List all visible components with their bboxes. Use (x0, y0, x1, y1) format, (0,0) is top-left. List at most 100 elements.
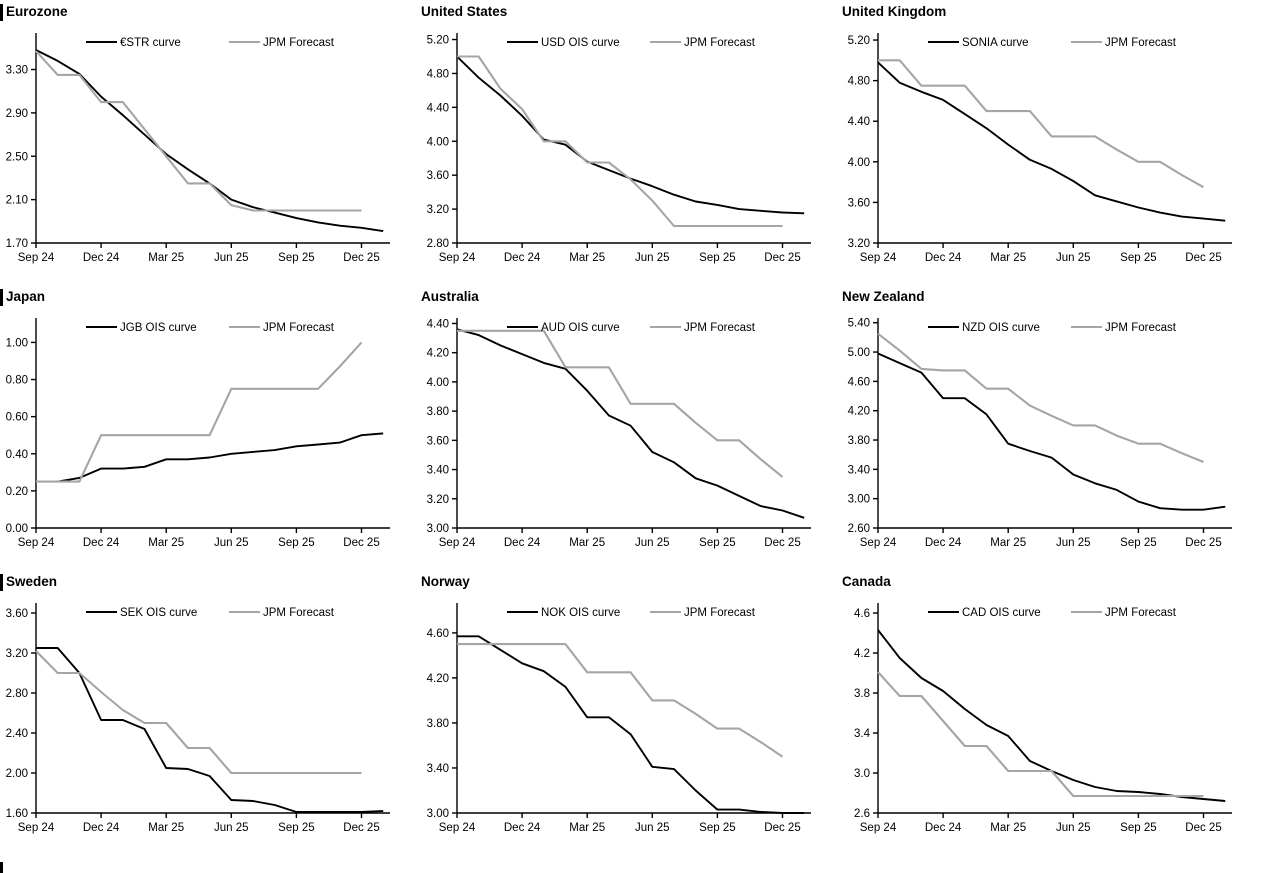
series-line-forecast (35, 650, 362, 775)
y-axis-tick-label: 2.80 (6, 688, 28, 700)
chart-title: Japan (6, 289, 46, 304)
y-axis-tick-label: 0.00 (6, 523, 28, 535)
x-axis-tick-label: Sep 25 (1120, 252, 1156, 264)
legend-label-curve: €STR curve (120, 37, 181, 49)
x-axis-tick-label: Jun 25 (214, 252, 249, 264)
y-axis-tick-label: 4.20 (848, 406, 870, 418)
y-axis-tick-label: 4.6 (854, 608, 870, 620)
series-line-forecast (457, 55, 783, 228)
y-axis-tick-label: 0.80 (6, 375, 28, 387)
chart-title: Eurozone (6, 4, 68, 19)
series-line-forecast (35, 50, 362, 212)
y-axis-tick-label: 1.60 (6, 808, 28, 820)
legend-label-curve: JGB OIS curve (120, 322, 197, 334)
chart-cell-united-states: United States 2.80 3.20 3.60 4.00 4.40 4.80 5.… (421, 0, 842, 285)
x-axis-tick-label: Dec 24 (504, 537, 541, 549)
chart-title-row: New Zealand (842, 285, 1264, 307)
legend-label-curve: NOK OIS curve (541, 607, 620, 619)
chart-cell-japan: Japan 0.00 0.20 0.40 0.60 0.80 1.00 Sep 24 Dec … (0, 285, 421, 570)
legend-label-curve: SEK OIS curve (120, 607, 197, 619)
section-bar (0, 288, 3, 306)
x-axis-tick-label: Jun 25 (1056, 537, 1091, 549)
legend-label-forecast: JPM Forecast (684, 322, 756, 334)
chart-canvas-canada: 2.6 3.0 3.4 3.8 4.2 4.6 Sep 24 Dec 24 Mar 25 Jun … (854, 603, 1232, 834)
x-axis-tick-label: Sep 24 (18, 537, 55, 549)
legend-label-curve: CAD OIS curve (962, 607, 1041, 619)
y-axis-tick-label: 5.00 (848, 347, 870, 359)
section-bar-partial (0, 862, 3, 873)
series-line-curve (457, 635, 805, 814)
legend-label-curve: NZD OIS curve (962, 322, 1040, 334)
legend-label-forecast: JPM Forecast (684, 37, 756, 49)
y-axis-tick-label: 2.80 (427, 238, 449, 250)
x-axis-tick-label: Jun 25 (214, 537, 249, 549)
legend-label-forecast: JPM Forecast (263, 37, 335, 49)
chart-canvas-eurozone: 1.70 2.10 2.50 2.90 3.30 Sep 24 Dec 24 Mar 25 Ju… (6, 33, 390, 264)
y-axis-tick-label: 3.20 (6, 648, 28, 660)
y-axis-tick-label: 3.80 (848, 435, 870, 447)
y-axis-tick-label: 3.30 (6, 65, 28, 77)
chart-canvas-australia: 3.00 3.20 3.40 3.60 3.80 4.00 4.20 4.40 Sep 24 De… (427, 318, 811, 549)
y-axis-tick-label: 3.00 (848, 494, 870, 506)
series-line-forecast (877, 332, 1204, 463)
series-line-curve (456, 328, 805, 519)
section-bar (0, 3, 3, 21)
y-axis-tick-label: 4.60 (427, 628, 449, 640)
chart-cell-sweden: Sweden 1.60 2.00 2.40 2.80 3.20 3.60 Sep 24 Dec… (0, 570, 421, 858)
x-axis-tick-label: Sep 24 (860, 252, 897, 264)
legend-label-forecast: JPM Forecast (684, 607, 756, 619)
x-axis-tick-label: Sep 24 (439, 252, 476, 264)
y-axis-tick-label: 3.80 (427, 406, 449, 418)
x-axis-tick-label: Mar 25 (148, 252, 184, 264)
legend-label-curve: AUD OIS curve (541, 322, 620, 334)
y-axis-tick-label: 3.00 (427, 523, 449, 535)
x-axis-tick-label: Dec 24 (925, 822, 962, 834)
y-axis-tick-label: 2.90 (6, 108, 28, 120)
y-axis-tick-label: 4.00 (427, 136, 449, 148)
x-axis-tick-label: Sep 24 (18, 252, 55, 264)
chart-title: Norway (421, 574, 470, 589)
x-axis-tick-label: Jun 25 (214, 822, 249, 834)
y-axis-tick-label: 1.00 (6, 337, 28, 349)
x-axis-tick-label: Jun 25 (635, 537, 670, 549)
y-axis-tick-label: 3.60 (427, 170, 449, 182)
y-axis-tick-label: 3.20 (427, 204, 449, 216)
chart-title: United States (421, 4, 508, 19)
y-axis-tick-label: 4.00 (427, 377, 449, 389)
y-axis-tick-label: 3.60 (848, 197, 870, 209)
x-axis-tick-label: Jun 25 (1056, 822, 1091, 834)
legend-label-forecast: JPM Forecast (263, 322, 335, 334)
y-axis-tick-label: 4.00 (848, 157, 870, 169)
x-axis-tick-label: Jun 25 (1056, 252, 1091, 264)
x-axis-tick-label: Sep 24 (18, 822, 55, 834)
chart-title-row: Eurozone (0, 0, 421, 22)
y-axis-tick-label: 2.00 (6, 768, 28, 780)
x-axis-tick-label: Mar 25 (569, 252, 605, 264)
x-axis-tick-label: Dec 25 (764, 537, 800, 549)
x-axis-tick-label: Dec 24 (925, 252, 962, 264)
series-line-forecast (878, 59, 1205, 189)
y-axis-tick-label: 2.10 (6, 195, 28, 207)
x-axis-tick-label: Sep 24 (860, 822, 897, 834)
chart-title-row: Canada (842, 570, 1264, 592)
x-axis-tick-label: Sep 25 (699, 252, 735, 264)
y-axis-tick-label: 3.60 (427, 435, 449, 447)
x-axis-tick-label: Mar 25 (148, 537, 184, 549)
y-axis-tick-label: 3.20 (848, 238, 870, 250)
y-axis-tick-label: 4.40 (848, 116, 870, 128)
x-axis-tick-label: Dec 25 (1185, 822, 1221, 834)
chart-cell-australia: Australia 3.00 3.20 3.40 3.60 3.80 4.00 4.20 4.… (421, 285, 842, 570)
y-axis-tick-label: 3.40 (427, 763, 449, 775)
chart-title-row: United States (421, 0, 842, 22)
x-axis-tick-label: Dec 25 (1185, 252, 1221, 264)
x-axis-tick-label: Mar 25 (990, 537, 1026, 549)
x-axis-tick-label: Jun 25 (635, 822, 670, 834)
chart-canvas-norway: 3.00 3.40 3.80 4.20 4.60 Sep 24 Dec 24 Mar 25 Ju… (427, 603, 811, 834)
x-axis-tick-label: Dec 25 (343, 537, 379, 549)
x-axis-tick-label: Dec 24 (83, 537, 120, 549)
y-axis-tick-label: 3.4 (854, 728, 871, 740)
x-axis-tick-label: Mar 25 (990, 822, 1026, 834)
chart-canvas-sweden: 1.60 2.00 2.40 2.80 3.20 3.60 Sep 24 Dec 24 Mar … (6, 603, 390, 834)
x-axis-tick-label: Mar 25 (148, 822, 184, 834)
y-axis-tick-label: 4.2 (854, 648, 870, 660)
